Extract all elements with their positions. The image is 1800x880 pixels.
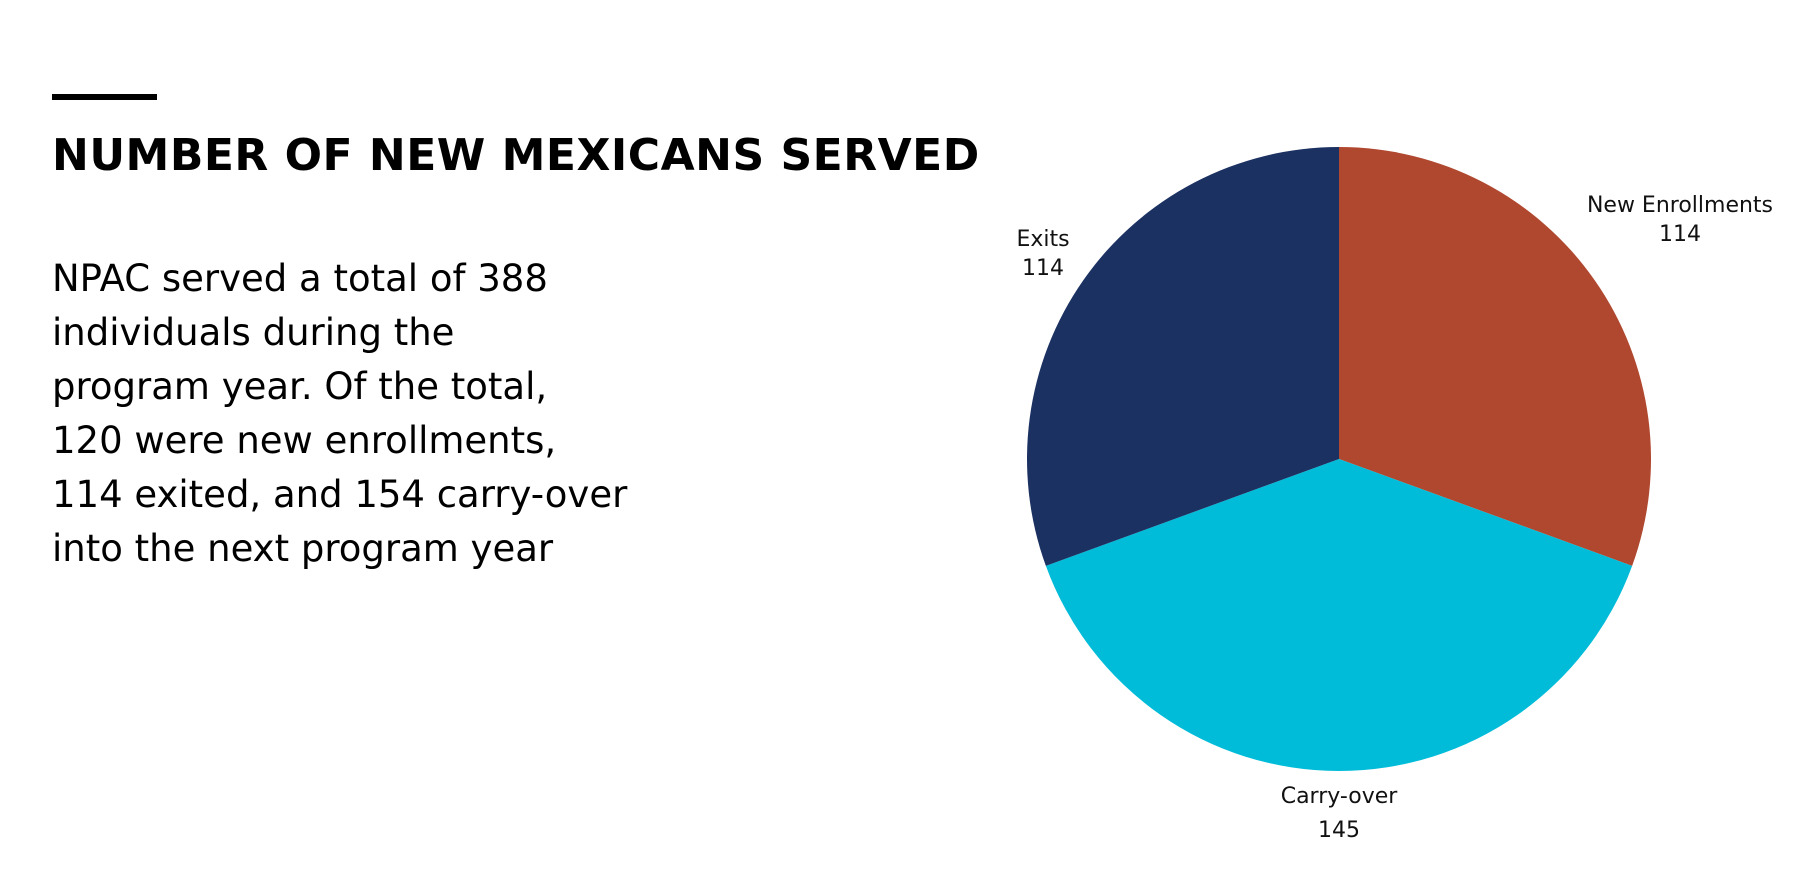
pie-label-value-carry-over: 145 [1318,818,1360,843]
pie-label-name-carry-over: Carry-over [1281,784,1399,809]
title-accent-rule [52,94,157,100]
summary-line-2: individuals during the [52,311,455,354]
summary-line-3: program year. Of the total, [52,365,548,408]
pie-slice-new-enrollments [1339,147,1651,566]
pie-label-name-exits: Exits [1016,227,1069,252]
page-title: NUMBER OF NEW MEXICANS SERVED [52,130,980,181]
pie-label-value-exits: 114 [1022,256,1064,281]
pie-label-name-new-enrollments: New Enrollments [1587,193,1773,218]
pie-label-value-new-enrollments: 114 [1659,222,1701,247]
summary-line-4: 120 were new enrollments, [52,419,557,462]
summary-line-5: 114 exited, and 154 carry-over [52,473,628,516]
pie-slice-carry-over [1045,459,1633,771]
summary-line-6: into the next program year [52,527,554,570]
summary-line-1: NPAC served a total of 388 [52,257,548,300]
pie-slice-exits [1027,147,1339,566]
summary-paragraph: NPAC served a total of 388 individuals d… [52,252,672,576]
